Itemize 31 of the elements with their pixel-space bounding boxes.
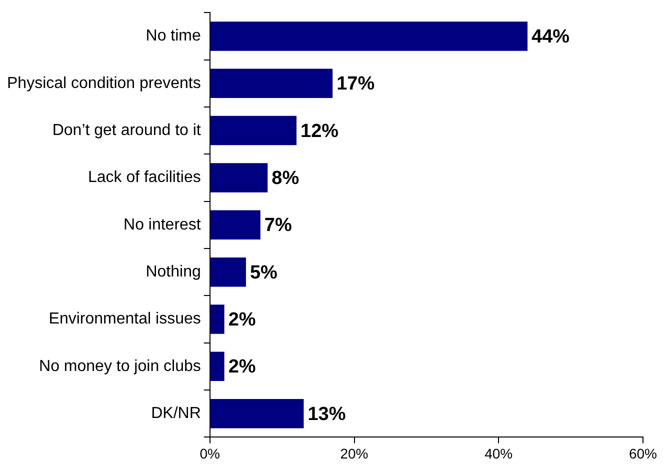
y-tick-label: DK/NR — [151, 405, 201, 422]
bar — [210, 398, 304, 428]
bar — [210, 210, 260, 240]
y-tick-label: Physical condition prevents — [6, 74, 201, 92]
y-tick-label: Environmental issues — [48, 310, 201, 328]
data-label: 13% — [308, 404, 346, 425]
x-tick-label: 40% — [484, 445, 513, 462]
bar — [210, 304, 224, 334]
bar — [210, 116, 297, 146]
data-label: 2% — [228, 356, 256, 378]
x-tick-label: 20% — [340, 445, 368, 462]
y-tick-label: No time — [146, 28, 201, 45]
y-tick-label: Lack of facilities — [88, 169, 201, 186]
bar — [210, 163, 268, 192]
data-label: 7% — [264, 215, 292, 236]
bar — [210, 68, 333, 98]
data-label: 2% — [228, 309, 256, 330]
data-label: 17% — [336, 74, 375, 95]
y-tick-label: Nothing — [146, 263, 201, 280]
y-tick-label: No interest — [124, 216, 202, 234]
bar — [210, 257, 246, 287]
data-label: 12% — [300, 120, 339, 142]
y-tick-label: Don’t get around to it — [52, 122, 202, 139]
bar — [210, 22, 528, 51]
x-tick-label: 0% — [200, 445, 220, 462]
y-tick-label: No money to join clubs — [39, 358, 201, 375]
data-label: 5% — [250, 262, 278, 284]
data-label: 8% — [272, 168, 300, 189]
x-tick-label: 60% — [628, 445, 658, 462]
bar — [210, 352, 224, 382]
data-label: 44% — [532, 26, 570, 48]
